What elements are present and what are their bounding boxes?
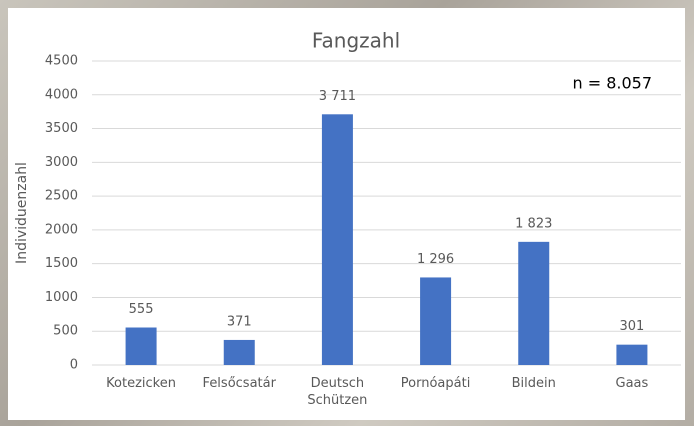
y-tick-label: 3000 xyxy=(45,155,78,170)
data-label: 301 xyxy=(620,319,645,334)
y-tick-label: 1500 xyxy=(45,256,78,271)
annotation: n = 8.057 xyxy=(572,74,652,93)
y-tick-label: 4000 xyxy=(45,87,78,102)
x-tick-label: Bildein xyxy=(488,375,580,392)
x-tick-label: Deutsch Schützen xyxy=(291,375,383,409)
y-tick-label: 500 xyxy=(53,324,78,339)
bar xyxy=(224,340,255,365)
chart-title: Fangzahl xyxy=(312,29,400,53)
y-tick-label: 3500 xyxy=(45,121,78,136)
page: Fangzahl Individuenzahl n = 8.057 0 500 10… xyxy=(0,0,694,426)
x-tick-label: Pornóapáti xyxy=(390,375,482,392)
data-label: 555 xyxy=(129,302,154,317)
y-tick-label: 4500 xyxy=(45,54,78,69)
data-label: 371 xyxy=(227,314,252,329)
bar xyxy=(322,114,353,365)
bar xyxy=(616,345,647,365)
x-tick-label: Kotezicken xyxy=(95,375,187,392)
bar xyxy=(518,242,549,365)
data-label: 1 823 xyxy=(515,216,552,231)
data-label: 1 296 xyxy=(417,252,454,267)
chart: Fangzahl Individuenzahl n = 8.057 0 500 10… xyxy=(0,0,694,426)
y-tick-label: 2500 xyxy=(45,189,78,204)
bar xyxy=(420,277,451,365)
x-tick-label: Felsőcsatár xyxy=(193,375,285,392)
x-tick-label: Gaas xyxy=(586,375,678,392)
data-label: 3 711 xyxy=(319,89,356,104)
y-tick-label: 2000 xyxy=(45,222,78,237)
bar xyxy=(126,328,157,365)
y-axis-label: Individuenzahl xyxy=(14,162,30,264)
y-tick-label: 1000 xyxy=(45,290,78,305)
y-tick-label: 0 xyxy=(70,358,78,373)
